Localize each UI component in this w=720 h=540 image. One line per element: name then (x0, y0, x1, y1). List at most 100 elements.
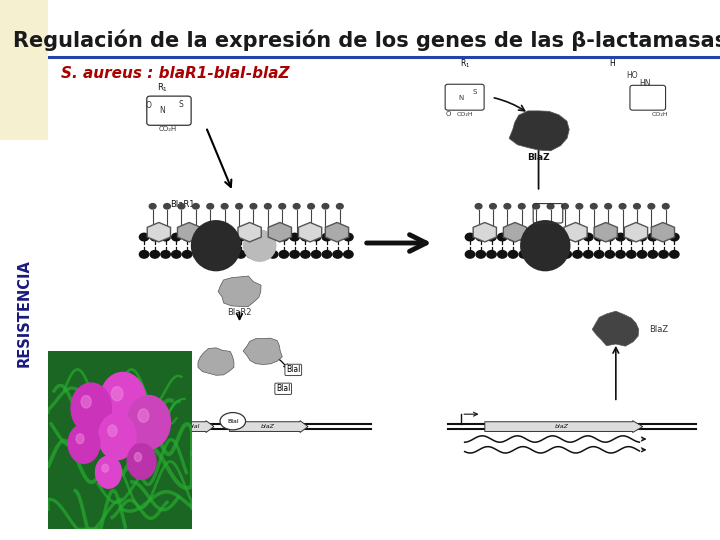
Circle shape (182, 233, 192, 241)
Circle shape (547, 204, 554, 209)
Polygon shape (198, 348, 234, 375)
Circle shape (192, 204, 199, 209)
Polygon shape (503, 222, 526, 242)
Circle shape (519, 251, 528, 258)
Circle shape (659, 233, 668, 241)
Text: O: O (146, 101, 152, 110)
Text: BlaR1: BlaR1 (170, 200, 194, 209)
Circle shape (215, 251, 224, 258)
Circle shape (475, 204, 482, 209)
Circle shape (301, 233, 310, 241)
Circle shape (279, 204, 286, 209)
Text: RESISTENCIA: RESISTENCIA (17, 259, 32, 367)
Circle shape (161, 251, 171, 258)
Circle shape (322, 251, 332, 258)
Text: blaZ: blaZ (261, 424, 275, 429)
Circle shape (637, 251, 647, 258)
Text: BlaZ: BlaZ (649, 325, 669, 334)
Circle shape (279, 251, 289, 258)
Circle shape (182, 251, 192, 258)
Text: CO₂H: CO₂H (651, 112, 668, 117)
Polygon shape (473, 222, 496, 242)
Text: Regulación de la expresión de los genes de las β-lactamasas: Regulación de la expresión de los genes … (14, 30, 720, 51)
Text: BlaI: BlaI (286, 366, 300, 374)
Circle shape (333, 251, 342, 258)
Circle shape (269, 251, 278, 258)
Text: blaZ: blaZ (555, 424, 569, 429)
Text: N: N (459, 95, 464, 102)
Polygon shape (148, 222, 171, 242)
Text: R$_1$: R$_1$ (157, 82, 168, 94)
Circle shape (562, 233, 572, 241)
FancyArrow shape (115, 421, 167, 433)
Polygon shape (325, 222, 348, 242)
Text: HO: HO (626, 71, 637, 80)
Circle shape (71, 383, 112, 433)
Circle shape (250, 204, 257, 209)
Polygon shape (299, 222, 322, 242)
Circle shape (552, 251, 561, 258)
Circle shape (149, 204, 156, 209)
Circle shape (215, 233, 224, 241)
Circle shape (465, 233, 474, 241)
Circle shape (648, 204, 654, 209)
Circle shape (490, 204, 496, 209)
Circle shape (235, 204, 243, 209)
Text: BlaZ: BlaZ (527, 153, 550, 163)
Circle shape (541, 251, 550, 258)
Circle shape (269, 233, 278, 241)
Text: N: N (159, 106, 165, 115)
Polygon shape (218, 276, 261, 307)
Circle shape (637, 233, 647, 241)
Circle shape (76, 434, 84, 444)
Circle shape (465, 251, 474, 258)
Circle shape (518, 204, 525, 209)
Text: S: S (179, 100, 184, 109)
Circle shape (562, 251, 572, 258)
Circle shape (573, 251, 582, 258)
Circle shape (498, 251, 507, 258)
Circle shape (312, 233, 321, 241)
Circle shape (594, 233, 604, 241)
Circle shape (258, 233, 267, 241)
Circle shape (605, 251, 614, 258)
Text: BlaI: BlaI (227, 418, 238, 424)
Circle shape (584, 233, 593, 241)
Text: BlaR2: BlaR2 (228, 308, 252, 317)
FancyArrow shape (176, 421, 214, 433)
Circle shape (68, 424, 100, 463)
Circle shape (102, 464, 109, 472)
Circle shape (112, 387, 123, 401)
Circle shape (322, 233, 332, 241)
Circle shape (290, 251, 300, 258)
Circle shape (552, 233, 561, 241)
Circle shape (135, 453, 142, 462)
Circle shape (301, 251, 310, 258)
Circle shape (258, 251, 267, 258)
Circle shape (99, 414, 136, 460)
Circle shape (108, 425, 117, 436)
Circle shape (616, 233, 625, 241)
Ellipse shape (220, 413, 246, 430)
Circle shape (519, 233, 528, 241)
Circle shape (648, 251, 657, 258)
Circle shape (322, 204, 329, 209)
Circle shape (225, 251, 235, 258)
Circle shape (626, 251, 636, 258)
Circle shape (193, 233, 202, 241)
Circle shape (127, 395, 171, 449)
Polygon shape (564, 222, 587, 242)
Circle shape (498, 233, 507, 241)
Circle shape (487, 233, 496, 241)
Circle shape (96, 456, 122, 488)
Circle shape (541, 233, 550, 241)
Circle shape (562, 204, 568, 209)
Circle shape (81, 395, 91, 408)
Polygon shape (652, 222, 675, 242)
Circle shape (264, 204, 271, 209)
Circle shape (171, 233, 181, 241)
Circle shape (487, 251, 496, 258)
Circle shape (476, 233, 485, 241)
Circle shape (221, 204, 228, 209)
Circle shape (476, 251, 485, 258)
